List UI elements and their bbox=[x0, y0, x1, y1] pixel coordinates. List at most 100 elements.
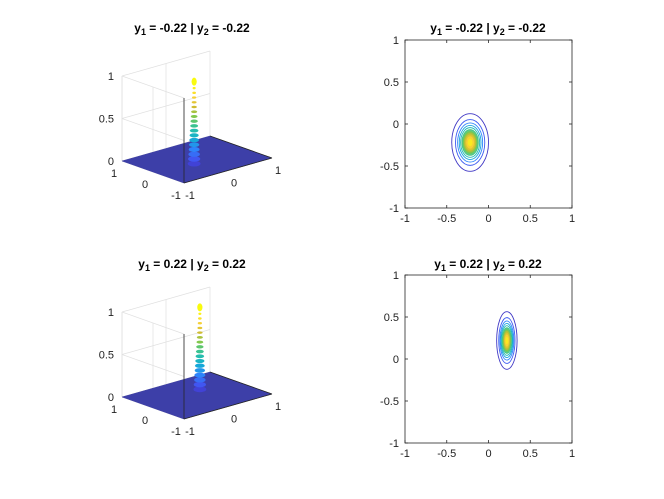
y-tick-label: 0 bbox=[142, 179, 148, 191]
x-tick-label: 1 bbox=[569, 448, 575, 460]
x-tick-label: 1 bbox=[275, 401, 281, 413]
surface-peak-layer bbox=[188, 156, 201, 162]
y-tick-label: -0.5 bbox=[380, 396, 399, 408]
surface-peak-layer bbox=[191, 110, 198, 114]
contour-line bbox=[460, 127, 481, 158]
contour-line bbox=[451, 113, 489, 172]
y-tick-label: -1 bbox=[389, 203, 399, 215]
contour-axes-1: -1 -0.5 0 0.5 1 -1 -0.5 0 0.5 1 bbox=[380, 35, 575, 225]
y-tick-label: -1 bbox=[171, 190, 181, 202]
y-axis-line bbox=[209, 135, 273, 159]
surface-peak-layer bbox=[194, 368, 206, 373]
surface-peak-layer bbox=[196, 336, 203, 339]
surface-peak-layer bbox=[197, 326, 203, 330]
x-tick-label: -0.5 bbox=[437, 448, 456, 460]
contour-line bbox=[500, 323, 514, 359]
y-tick-label: 0.5 bbox=[384, 312, 399, 324]
x-axis-line bbox=[183, 157, 273, 184]
surface-peak-layer bbox=[196, 345, 204, 349]
contour-line bbox=[501, 325, 513, 356]
x-tick-label: 0.5 bbox=[523, 448, 538, 460]
surface-peak-layer bbox=[195, 349, 204, 354]
surface-peak-layer bbox=[191, 101, 197, 104]
surface-peak-layer bbox=[194, 377, 206, 383]
contour-line bbox=[496, 311, 518, 370]
z-tick-label: 0.5 bbox=[99, 114, 114, 126]
surface-peak-layer bbox=[194, 363, 205, 368]
x-tick-label: 0.5 bbox=[523, 213, 538, 225]
plot-title-4: y1 = 0.22 | y2 = 0.22 bbox=[434, 257, 542, 273]
x-tick-label: -1 bbox=[400, 448, 410, 460]
surface-peak-tip bbox=[191, 77, 197, 86]
x-tick-label: 0 bbox=[231, 414, 237, 426]
y-tick-label: -1 bbox=[171, 426, 181, 438]
surface-peak-layer bbox=[189, 137, 200, 143]
contour-line bbox=[457, 122, 484, 163]
z-tick-label: 0.5 bbox=[99, 350, 114, 362]
y-tick-label: 0 bbox=[393, 119, 399, 131]
surface-peak-layer bbox=[192, 86, 196, 90]
surface-peak-layer bbox=[187, 160, 201, 167]
plot-title-2: y1 = -0.22 | y2 = -0.22 bbox=[430, 21, 546, 37]
surface-peak-layer bbox=[192, 96, 197, 99]
surface-peak-layer bbox=[189, 128, 199, 133]
surface-peak-layer bbox=[195, 358, 205, 364]
contour-line bbox=[499, 320, 515, 361]
plot-box bbox=[404, 39, 573, 209]
surface-peak-layer bbox=[194, 372, 206, 378]
surface-peak-layer bbox=[190, 114, 198, 118]
surface-peak-layer bbox=[191, 105, 197, 109]
plot-title-3: y1 = 0.22 | y2 = 0.22 bbox=[138, 257, 246, 273]
contour-line bbox=[455, 119, 486, 166]
x-tick-label: -0.5 bbox=[437, 213, 456, 225]
surface-peak-layer bbox=[198, 317, 202, 320]
surface-peak-layer bbox=[193, 386, 207, 393]
x-tick-label: 0 bbox=[485, 448, 491, 460]
surface-peak-layer bbox=[190, 119, 198, 123]
x-tick-label: 1 bbox=[275, 165, 281, 177]
surface-peak-layer bbox=[197, 331, 203, 334]
contour-fill bbox=[467, 138, 473, 147]
z-tick-label: 1 bbox=[108, 71, 114, 83]
x-tick-label: -1 bbox=[400, 213, 410, 225]
contour-fill bbox=[505, 336, 509, 345]
y-tick-label: 0 bbox=[142, 415, 148, 427]
surface-peak-layer bbox=[192, 91, 196, 95]
x-tick-label: 0 bbox=[231, 178, 237, 190]
contour-plot-2: y1 = 0.22 | y2 = 0.22 -1 -0.5 0 0.5 1 -1 -0.5 0… bbox=[380, 257, 575, 460]
y-tick-label: -0.5 bbox=[380, 161, 399, 173]
surface-peak-layer bbox=[196, 340, 204, 344]
surface-peak-layer bbox=[193, 381, 206, 388]
x-tick-label: 1 bbox=[569, 213, 575, 225]
plot-box bbox=[404, 274, 573, 444]
surface-peak-tip bbox=[197, 303, 203, 312]
surface-peak-layer bbox=[198, 312, 202, 315]
contour-line bbox=[458, 124, 482, 160]
z-tick-label: 1 bbox=[108, 307, 114, 319]
surface-peak-layer bbox=[190, 124, 199, 128]
x-tick-label: -1 bbox=[185, 426, 195, 438]
y-axis-line bbox=[209, 371, 273, 395]
surface-peak-layer bbox=[188, 142, 200, 148]
y-tick-label: 1 bbox=[393, 35, 399, 47]
surface-peak-layer bbox=[195, 354, 205, 359]
plot-title-1: y1 = -0.22 | y2 = -0.22 bbox=[134, 21, 250, 37]
y-tick-label: 1 bbox=[393, 270, 399, 282]
surface-peak-layer bbox=[188, 147, 200, 152]
contour-plot-1: y1 = -0.22 | y2 = -0.22 -1 -0.5 0 0.5 1 -1 -0.… bbox=[380, 21, 575, 225]
x-axis-line bbox=[183, 393, 273, 420]
x-tick-label: -1 bbox=[185, 190, 195, 202]
z-tick-label: 0 bbox=[108, 392, 114, 404]
z-tick-label: 0 bbox=[108, 156, 114, 168]
y-tick-label: 0.5 bbox=[384, 77, 399, 89]
x-tick-label: 0 bbox=[485, 213, 491, 225]
y-tick-label: 0 bbox=[393, 354, 399, 366]
surface-peak-layer bbox=[189, 133, 199, 138]
surface-peak-layer bbox=[188, 151, 200, 157]
y-tick-label: 1 bbox=[111, 168, 117, 180]
